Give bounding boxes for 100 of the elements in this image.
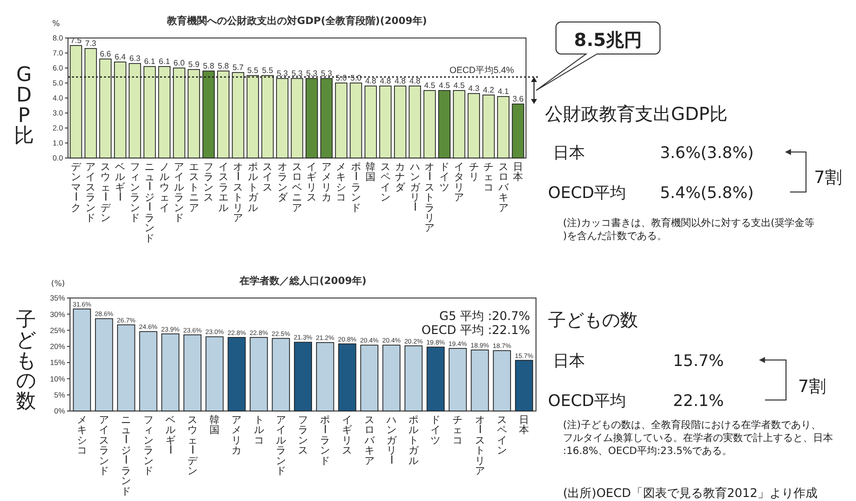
data-label: 5.3 <box>291 69 304 78</box>
data-label: 5.5 <box>247 66 259 75</box>
x-tick-label: ベルギー <box>164 414 176 454</box>
data-label: 5.8 <box>203 62 215 70</box>
bar <box>117 324 136 412</box>
bar <box>468 93 480 158</box>
x-tick-label: ドイツ <box>430 414 441 446</box>
data-label: 4.3 <box>468 84 480 93</box>
text: (注)カッコ書きは、教育機関以外に対する支出(奨学金等)を含んだ計数である。 <box>563 217 815 242</box>
bar <box>512 104 524 158</box>
x-tick-label: イタリア <box>454 162 464 204</box>
x-tick-label: オーストリア <box>232 162 244 224</box>
x-tick-label: アイルランド <box>174 162 184 224</box>
data-label: 6.3 <box>129 54 142 63</box>
y-axis-title: % <box>52 19 60 28</box>
x-tick-label: オランダ <box>277 162 288 204</box>
y-axis-title: (%) <box>51 279 65 288</box>
bar <box>497 96 510 158</box>
data-label: 4.1 <box>498 87 510 96</box>
x-tick-label: ハンガリー <box>408 162 421 212</box>
text: 日本 <box>553 143 585 162</box>
x-tick-label: チリ <box>468 162 479 184</box>
text: (出所)OECD「図表で見る教育2012」より作成 <box>563 486 818 500</box>
x-tick-label: ニュージーランド <box>120 414 132 498</box>
data-label: 4.8 <box>365 76 377 86</box>
text: 日本 <box>553 351 585 370</box>
text: OECD平均 <box>548 183 626 202</box>
data-label: 5.3 <box>320 69 333 78</box>
data-label: 7.5 <box>70 36 82 45</box>
data-label: 4.8 <box>394 76 406 86</box>
data-label: 4.8 <box>380 76 392 86</box>
x-tick-label: フランス <box>204 162 214 204</box>
x-tick-label: スロバキア <box>497 162 510 214</box>
data-label: 6.0 <box>174 58 186 68</box>
bar <box>161 333 180 412</box>
text: 15.7% <box>673 351 724 370</box>
bar <box>438 90 451 158</box>
x-tick-label: チェコ <box>484 162 494 194</box>
x-tick-label: ポーランド <box>318 414 330 467</box>
x-tick-label: アイスランド <box>86 162 96 224</box>
data-label: 5.3 <box>306 69 318 78</box>
text: 7割 <box>814 168 842 188</box>
x-tick-label: ポルトガル <box>408 414 420 467</box>
text: GDP比 <box>14 62 34 148</box>
x-tick-label: イスラエル <box>218 162 228 214</box>
data-label: 5.9 <box>188 60 200 69</box>
bar <box>426 346 445 412</box>
data-label: 3.6 <box>512 94 524 104</box>
x-tick-label: カナダ <box>395 162 406 194</box>
x-tick-label: アメリカ <box>321 162 332 204</box>
x-tick-label: ポルトガル <box>248 162 259 214</box>
x-tick-label: フィンランド <box>143 414 154 477</box>
x-tick-label: アイスランド <box>99 414 110 477</box>
bar <box>379 86 392 158</box>
x-tick-label: スウェーデン <box>186 414 198 477</box>
bar <box>364 86 377 158</box>
annotation: OECD 平均 :22.1% <box>422 323 530 337</box>
x-tick-label: ベルギー <box>114 162 126 202</box>
x-tick-label: スペイン <box>496 414 507 457</box>
x-tick-label: 日本 <box>513 162 524 184</box>
text: 3.6%(3.8%) <box>660 143 754 162</box>
bar <box>404 345 423 412</box>
x-tick-label: ポーランド <box>349 162 361 214</box>
data-label: 6.6 <box>100 50 112 58</box>
x-tick-label: チェコ <box>452 414 463 446</box>
text: 子どもの数 <box>548 310 638 331</box>
bar <box>452 90 466 158</box>
text: 子どもの数 <box>16 306 36 413</box>
text: 8.5兆円 <box>574 30 642 51</box>
text: 公財政教育支出GDP比 <box>545 104 728 125</box>
x-tick-label: イギリス <box>306 162 317 204</box>
bar <box>335 82 348 158</box>
data-label: 5.5 <box>262 66 274 75</box>
x-tick-label: オーストリア <box>473 414 485 477</box>
ref-line-label: OECD平均5.4% <box>449 65 514 75</box>
data-label: 6.1 <box>158 57 170 66</box>
chart-title: 在学者数／総人口(2009年) <box>238 275 366 287</box>
bar <box>394 86 406 158</box>
bar <box>272 338 290 412</box>
data-label: 6.4 <box>114 52 126 62</box>
text: 5.4%(5.8%) <box>660 183 754 202</box>
x-tick-label: メキシコ <box>76 414 87 457</box>
x-tick-label: ニュージーランド <box>143 162 155 244</box>
x-tick-label: スロベニア <box>292 162 302 214</box>
data-label: 4.2 <box>483 86 495 94</box>
chart-title: 教育機関への公財政支出の対GDP(全教育段階)(2009年) <box>166 15 427 27</box>
bar <box>338 343 356 412</box>
x-tick-label: デンマーク <box>69 162 82 214</box>
x-tick-label: スペイン <box>380 162 390 204</box>
bar <box>206 336 224 412</box>
data-label: 5.7 <box>232 63 244 72</box>
x-tick-label: フィンランド <box>130 162 140 224</box>
data-label: 4.5 <box>454 81 466 90</box>
x-tick-label: 韓国 <box>210 414 220 436</box>
x-tick-label: アイルランド <box>276 414 286 477</box>
bar <box>250 336 268 412</box>
x-tick-label: メキシコ <box>336 162 346 204</box>
x-tick-label: ノルウェイ <box>159 162 170 214</box>
bar <box>95 318 114 412</box>
data-label: 7.3 <box>85 39 97 48</box>
